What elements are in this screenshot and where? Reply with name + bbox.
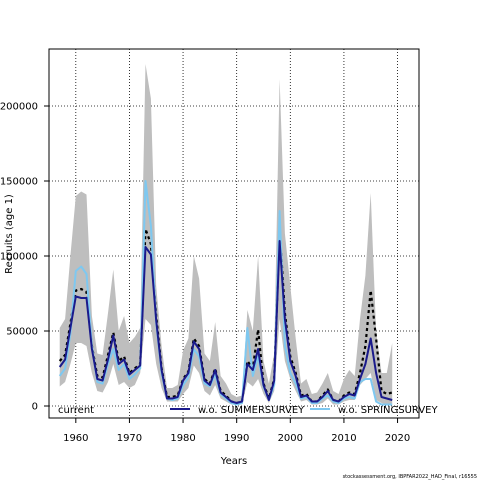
y-tick-label: 200000 [0, 102, 38, 113]
x-tick-label: 1960 [63, 433, 88, 444]
x-tick-label: 2010 [331, 433, 356, 444]
y-tick-label: 100000 [0, 252, 38, 263]
x-axis-title: Years [220, 456, 247, 467]
y-axis: 0 50000 100000 150000 200000 [0, 102, 49, 413]
plot-frame [48, 48, 420, 419]
x-axis: 1960 1970 1980 1990 2000 2010 2020 [63, 418, 410, 444]
x-tick-label: 1990 [224, 433, 249, 444]
x-tick-label: 1980 [170, 433, 195, 444]
legend: current w.o. SUMMERSURVEY w.o. SPRINGSURVE… [58, 405, 438, 416]
footer-credit: stockassessment.org, IBPFAR2022_HAD_Fina… [343, 474, 477, 480]
y-tick-label: 50000 [6, 327, 38, 338]
y-axis-title: Recruits (age 1) [4, 194, 15, 274]
series-line-w-o-springsurvey [58, 180, 393, 406]
x-tick-label: 2020 [385, 433, 410, 444]
x-tick-label: 2000 [278, 433, 303, 444]
legend-label: current [58, 405, 94, 416]
series-line-w-o-summersurvey [58, 240, 393, 404]
x-tick-label: 1970 [117, 433, 142, 444]
y-tick-label: 0 [32, 402, 38, 413]
legend-label: w.o. SUMMERSURVEY [198, 405, 305, 416]
series-lines [58, 180, 393, 406]
y-tick-label: 150000 [0, 177, 38, 188]
legend-label: w.o. SPRINGSURVEY [338, 405, 438, 416]
